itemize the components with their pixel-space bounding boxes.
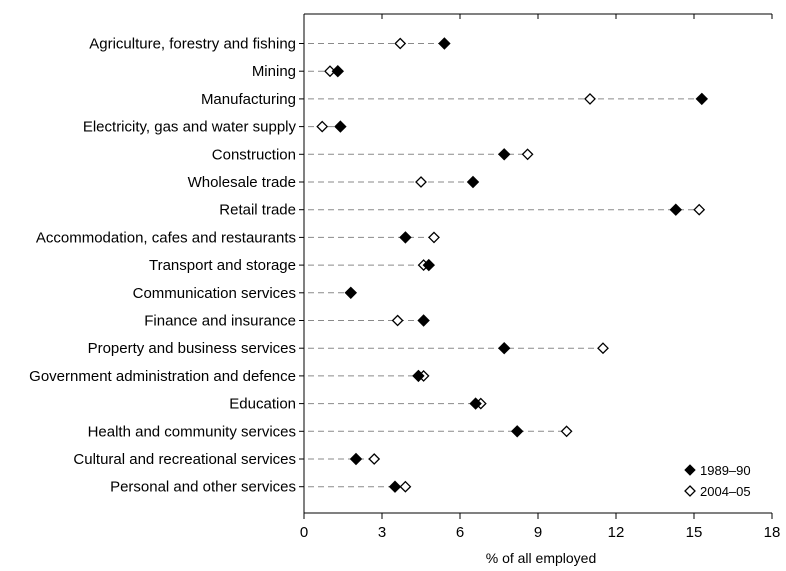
- point-1989-5: [466, 175, 480, 189]
- x-tick-label-6: 18: [764, 524, 781, 541]
- category-label-10: Finance and insurance: [144, 313, 296, 330]
- category-label-8: Transport and storage: [149, 257, 296, 274]
- point-2004-7: [428, 231, 440, 244]
- category-label-15: Cultural and recreational services: [73, 451, 296, 468]
- category-label-7: Accommodation, cafes and restaurants: [36, 229, 296, 246]
- point-2004-2: [584, 92, 596, 105]
- category-label-2: Manufacturing: [201, 91, 296, 108]
- point-1989-16: [388, 480, 402, 493]
- point-1989-9: [344, 286, 358, 300]
- category-label-11: Property and business services: [88, 340, 296, 357]
- x-tick-label-2: 6: [456, 524, 464, 541]
- point-2004-11: [597, 342, 609, 355]
- point-1989-3: [334, 120, 347, 133]
- legend: 1989–90 2004–05: [684, 463, 751, 499]
- point-1989-1: [331, 64, 345, 78]
- point-2004-6: [693, 203, 706, 216]
- legend-label-2004: 2004–05: [700, 484, 751, 499]
- legend-item-1989: 1989–90: [684, 463, 751, 478]
- axes: [299, 13, 773, 519]
- point-1989-7: [399, 231, 412, 244]
- point-1989-14: [510, 425, 524, 438]
- category-label-5: Wholesale trade: [188, 174, 296, 191]
- point-1989-12: [412, 369, 425, 383]
- category-label-12: Government administration and defence: [29, 368, 296, 385]
- point-2004-4: [521, 148, 534, 161]
- category-label-3: Electricity, gas and water supply: [83, 119, 297, 136]
- x-tick-label-4: 12: [608, 524, 625, 541]
- point-1989-11: [497, 341, 511, 355]
- point-1989-10: [417, 314, 430, 327]
- point-1989-0: [438, 37, 451, 50]
- x-axis-title: % of all employed: [486, 550, 597, 566]
- point-2004-0: [394, 37, 407, 50]
- data-points: [316, 37, 709, 493]
- point-1989-4: [497, 148, 511, 161]
- point-2004-16: [399, 480, 412, 493]
- point-2004-3: [316, 120, 329, 133]
- point-1989-15: [349, 452, 363, 466]
- point-1989-13: [469, 397, 482, 410]
- point-1989-2: [695, 92, 709, 106]
- x-tick-label-3: 9: [534, 524, 542, 541]
- category-label-14: Health and community services: [88, 423, 296, 440]
- x-tick-label-5: 15: [686, 524, 703, 541]
- category-label-13: Education: [229, 396, 296, 413]
- x-tick-label-0: 0: [300, 524, 308, 541]
- point-2004-14: [560, 425, 573, 438]
- category-label-6: Retail trade: [219, 202, 296, 219]
- legend-label-1989: 1989–90: [700, 463, 751, 478]
- category-label-4: Construction: [212, 146, 296, 163]
- point-2004-15: [368, 453, 381, 465]
- legend-marker-2004: [684, 485, 696, 497]
- point-1989-8: [422, 258, 436, 272]
- legend-marker-1989: [684, 464, 696, 476]
- category-label-9: Communication services: [133, 285, 296, 302]
- point-2004-5: [415, 176, 427, 188]
- category-label-0: Agriculture, forestry and fishing: [89, 36, 296, 53]
- category-label-16: Personal and other services: [110, 479, 296, 496]
- legend-item-2004: 2004–05: [684, 484, 751, 499]
- point-2004-10: [391, 314, 404, 327]
- x-tick-labels: 0 3 6 9 12 15 18: [300, 524, 781, 541]
- category-label-1: Mining: [252, 63, 296, 80]
- guide-lines: [308, 43, 702, 488]
- x-tick-label-1: 3: [378, 524, 386, 541]
- point-1989-6: [669, 203, 683, 216]
- category-labels: Agriculture, forestry and fishing Mining M…: [29, 36, 296, 496]
